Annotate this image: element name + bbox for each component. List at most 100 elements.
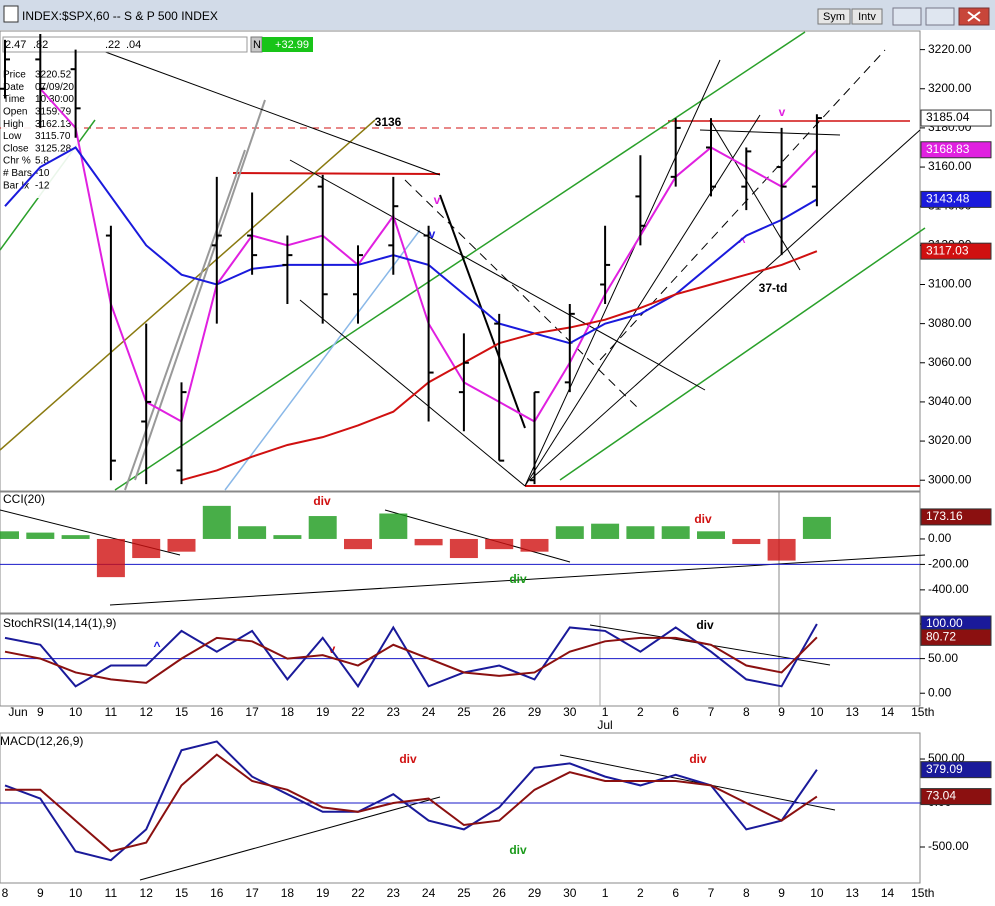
- histogram-bar: [202, 505, 231, 539]
- maximize-button[interactable]: [925, 7, 955, 26]
- x-tick-label: 8: [2, 886, 9, 900]
- x-tick-label: 9: [37, 705, 44, 719]
- histogram-bar: [414, 538, 443, 546]
- histogram-bar: [379, 513, 408, 539]
- x-tick-label: 18: [281, 886, 295, 900]
- histogram-bar: [767, 538, 796, 561]
- x-tick-label: 8: [743, 886, 750, 900]
- x-tick-label: 13: [846, 886, 860, 900]
- annotation: ^: [738, 235, 745, 249]
- info-value: 07/09/20: [35, 82, 74, 93]
- x-tick-label: 10: [69, 886, 83, 900]
- x-tick-label: 6: [672, 705, 679, 719]
- x-tick-label: 15th: [911, 705, 934, 719]
- x-tick-label: 10: [69, 705, 83, 719]
- trend-line: [289, 159, 706, 391]
- x-tick-label: 16: [210, 886, 224, 900]
- toolbar-field: 2.47: [5, 39, 26, 51]
- series-line: [4, 636, 818, 684]
- month-label: Jul: [597, 718, 612, 732]
- x-tick-label: 9: [37, 886, 44, 900]
- x-tick-label: 23: [387, 886, 401, 900]
- window-title: INDEX:$SPX,60 -- S & P 500 INDEX: [22, 9, 218, 23]
- y-tick-label: 50.00: [928, 651, 958, 665]
- x-tick-label: 10: [810, 705, 824, 719]
- histogram-bar: [591, 523, 620, 539]
- series-line: [4, 623, 818, 689]
- x-tick-label: 22: [351, 886, 365, 900]
- histogram-bar: [26, 532, 55, 539]
- x-tick-label: 8: [743, 705, 750, 719]
- sym-button-label[interactable]: Sym: [823, 11, 845, 23]
- x-tick-label: 6: [672, 886, 679, 900]
- trend-line: [404, 179, 641, 411]
- panel-title: StochRSI(14,14(1),9): [3, 616, 116, 630]
- histogram-bar: [167, 538, 196, 552]
- x-tick-label: 11: [105, 705, 118, 719]
- x-tick-label: 18: [281, 705, 295, 719]
- x-tick-label: 19: [316, 705, 330, 719]
- cci-trend: [109, 554, 926, 606]
- last-value-box: [920, 628, 992, 646]
- annotation: div: [689, 752, 707, 766]
- flag: N: [253, 39, 261, 51]
- annotation: v: [434, 193, 441, 207]
- histogram-bar: [732, 538, 761, 545]
- annotation: 37-td: [759, 281, 788, 295]
- panel-title: CCI(20): [3, 492, 45, 506]
- panel-title: MACD(12,26,9): [0, 734, 83, 748]
- month-label: Jun: [8, 705, 27, 719]
- trend-line: [524, 59, 721, 487]
- last-value-box: [920, 109, 992, 127]
- cci-trend: [384, 509, 571, 563]
- trend-line: [0, 119, 376, 451]
- info-label: Date: [3, 82, 25, 93]
- x-tick-label: 9: [778, 705, 785, 719]
- intv-button-label[interactable]: Intv: [858, 11, 876, 23]
- resistance-line: [232, 172, 441, 175]
- annotation: div: [509, 843, 527, 857]
- y-tick-label: 3000.00: [928, 472, 972, 486]
- info-value: 3220.52: [35, 70, 72, 81]
- trend-line: [134, 99, 266, 481]
- stoch-panel: [0, 613, 921, 707]
- sym-button[interactable]: [817, 8, 851, 25]
- x-tick-label: 26: [493, 705, 507, 719]
- channel-line: [559, 227, 926, 481]
- info-value: 3162.13: [35, 119, 72, 130]
- histogram-bar: [520, 538, 549, 552]
- x-tick-label: 10: [810, 886, 824, 900]
- x-tick-label: 16: [210, 705, 224, 719]
- x-tick-label: 23: [387, 705, 401, 719]
- last-value: 80.72: [926, 630, 956, 644]
- x-tick-label: 30: [563, 705, 577, 719]
- info-value: 3159.79: [35, 107, 72, 118]
- x-tick-label: 30: [563, 886, 577, 900]
- y-tick-label: 3040.00: [928, 394, 972, 408]
- histogram-bar: [555, 526, 584, 539]
- y-tick-label: -200.00: [928, 557, 969, 571]
- annotation: ^: [153, 639, 160, 653]
- y-tick-label: -500.00: [928, 839, 969, 853]
- y-tick-label: 3100.00: [928, 277, 972, 291]
- minimize-button[interactable]: [892, 7, 922, 26]
- annotation: div: [509, 572, 527, 586]
- x-tick-label: 9: [778, 886, 785, 900]
- y-tick-label: 3020.00: [928, 433, 972, 447]
- histogram-bar: [344, 538, 372, 550]
- trend-line: [224, 229, 421, 491]
- intv-button[interactable]: [851, 8, 883, 25]
- macd-trend: [559, 754, 836, 811]
- last-value-box: [920, 190, 992, 208]
- y-tick-label: 3160.00: [928, 159, 972, 173]
- trend-line: [439, 194, 526, 429]
- last-value: 3143.48: [926, 192, 970, 206]
- trend-line: [299, 299, 526, 487]
- info-label: Chr %: [3, 156, 31, 167]
- x-tick-label: 29: [528, 886, 542, 900]
- last-value: 3117.03: [926, 243, 969, 257]
- info-label: Time: [3, 94, 25, 105]
- info-label: # Bars: [3, 168, 32, 179]
- info-label: Bar Ix: [3, 180, 29, 191]
